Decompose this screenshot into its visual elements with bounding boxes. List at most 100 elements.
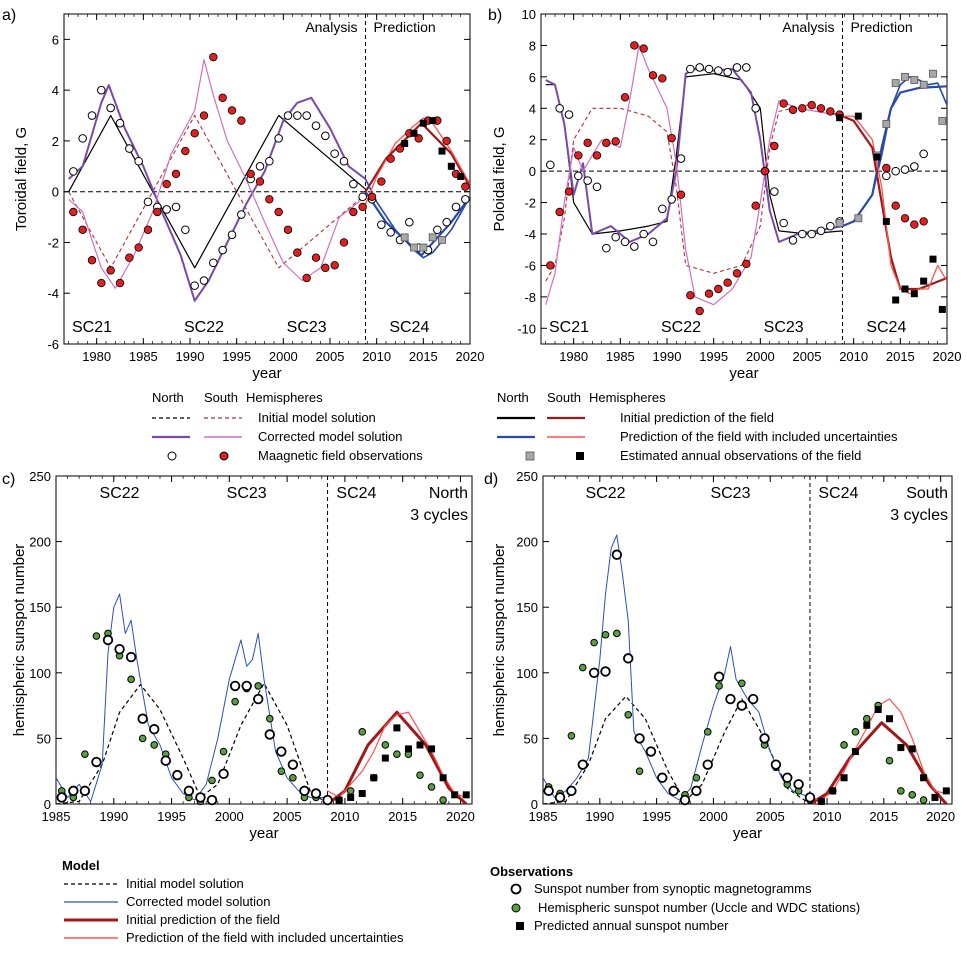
south-observation-point [695, 306, 704, 316]
y-tick-label: 0 [529, 164, 536, 179]
predicted-annual-point [462, 791, 470, 799]
x-tick-label: 1995 [642, 809, 671, 824]
south-observation-point [162, 179, 171, 189]
hemispheric-sunspot-point [601, 630, 610, 639]
series-line-south-corrected [545, 44, 843, 306]
series-line-north-uncertainty [842, 76, 947, 227]
south-observation-point [583, 138, 592, 148]
south-observation-point [919, 217, 928, 226]
synoptic-sunspot-point [611, 549, 623, 560]
x-tick-label: 2015 [409, 349, 438, 364]
hemispheric-sunspot-point [624, 710, 633, 719]
south-estimated-point [910, 290, 918, 298]
north-observation-point [630, 242, 639, 251]
north-estimated-point [882, 120, 891, 128]
predicted-annual-point [851, 748, 859, 756]
legend-bottom-left: Model Initial model solution Corrected m… [62, 858, 404, 945]
north-observation-point [882, 171, 891, 181]
synoptic-sunspot-point [276, 746, 287, 757]
synoptic-sunspot-point [114, 643, 125, 655]
synoptic-sunspot-point [183, 785, 195, 797]
north-observation-point [377, 220, 386, 229]
synoptic-sunspot-point [102, 634, 114, 646]
hemispheric-sunspot-point [897, 787, 905, 795]
predicted-annual-point [863, 721, 871, 729]
y-tick-label: -2 [524, 196, 536, 211]
observation-group [56, 629, 470, 806]
north-observation-point [255, 162, 265, 171]
synoptic-sunspot-point [679, 794, 691, 806]
predicted-annual-point [920, 774, 928, 782]
y-tick-label: 2 [52, 134, 59, 149]
x-tick-label: 2000 [746, 349, 775, 364]
north-observation-point [667, 195, 676, 204]
north-observation-point [293, 111, 302, 120]
legend-marker-north-estimate [525, 451, 535, 461]
x-tick-label: 1980 [82, 349, 111, 364]
cycle-label: SC23 [227, 485, 267, 502]
synoptic-sunspot-point [160, 755, 171, 766]
south-observation-point [891, 201, 900, 210]
south-observation-point [87, 256, 97, 265]
south-observation-point [602, 138, 611, 148]
hemispheric-sunspot-point [150, 741, 159, 749]
y-tick-label: 100 [516, 666, 538, 681]
predicted-annual-point [347, 793, 355, 801]
south-estimated-point [438, 147, 446, 155]
north-estimated-point [929, 69, 937, 78]
south-observation-point [592, 151, 602, 160]
legend-label-estimated-observations: Estimated annual observations of the fie… [620, 448, 861, 463]
south-observation-point [190, 129, 199, 138]
series-line-north-corrected [545, 68, 843, 243]
north-observation-point [311, 121, 321, 130]
x-tick-label: 1985 [129, 349, 158, 364]
panel-label: c) [2, 471, 15, 488]
x-tick-label: 2005 [273, 809, 302, 824]
panel-label: a) [2, 7, 16, 24]
cycle-label: SC22 [661, 319, 701, 336]
south-observation-point [639, 44, 648, 53]
synoptic-sunspot-point [172, 769, 183, 781]
hemispheric-sunspot-point [692, 773, 701, 782]
legend-marker-south-estimate [576, 452, 584, 460]
series-group [68, 59, 470, 302]
legend-top-left: North South Hemispheres Initial model so… [152, 390, 423, 463]
south-observation-point [442, 136, 451, 146]
south-observation-point [367, 192, 377, 201]
x-axis-label: year [249, 825, 278, 842]
panel-label: d) [484, 471, 498, 488]
y-axis-label: Toroidal field, G [13, 127, 30, 231]
panel-a-toroidal-field-chart: 1980 1985 1990 1995 2000 2005 2010 2015 2020 -6 -4… [2, 7, 484, 382]
predicted-annual-point [897, 744, 905, 752]
hemispheric-sunspot-point [703, 728, 712, 736]
north-observation-point [302, 111, 311, 120]
north-observation-point [274, 134, 283, 143]
south-observation-point [69, 207, 78, 217]
south-observation-point [330, 261, 339, 270]
synoptic-sunspot-point [287, 759, 299, 770]
south-estimated-point [447, 162, 455, 170]
cycle-label: SC24 [336, 485, 376, 502]
series-line-south-initial [68, 114, 366, 269]
south-observation-point [311, 253, 321, 262]
synoptic-sunspot-point [68, 785, 79, 797]
y-tick-label: 0 [44, 797, 51, 812]
synoptic-sunspot-point [668, 785, 679, 797]
south-observation-point [125, 253, 134, 262]
synoptic-sunspot-point [79, 785, 91, 797]
synoptic-sunspot-point [322, 794, 333, 806]
x-tick-label: 2010 [362, 349, 391, 364]
legend-label-corrected-model: Corrected model solution [258, 429, 403, 444]
hemispheric-sunspot-point [851, 728, 860, 736]
synoptic-sunspot-point [310, 788, 322, 799]
north-observation-point [826, 221, 835, 231]
cycle-label: SC22 [184, 319, 224, 336]
synoptic-sunspot-point [253, 693, 264, 705]
north-observation-point [265, 156, 274, 166]
y-tick-label: 250 [29, 469, 51, 484]
legend-label-prediction-uncertainty: Prediction of the field with included un… [620, 429, 898, 444]
south-observation-point [882, 163, 891, 173]
north-estimated-point [891, 79, 900, 88]
south-observation-point [227, 106, 237, 115]
panel-label: b) [488, 7, 502, 24]
